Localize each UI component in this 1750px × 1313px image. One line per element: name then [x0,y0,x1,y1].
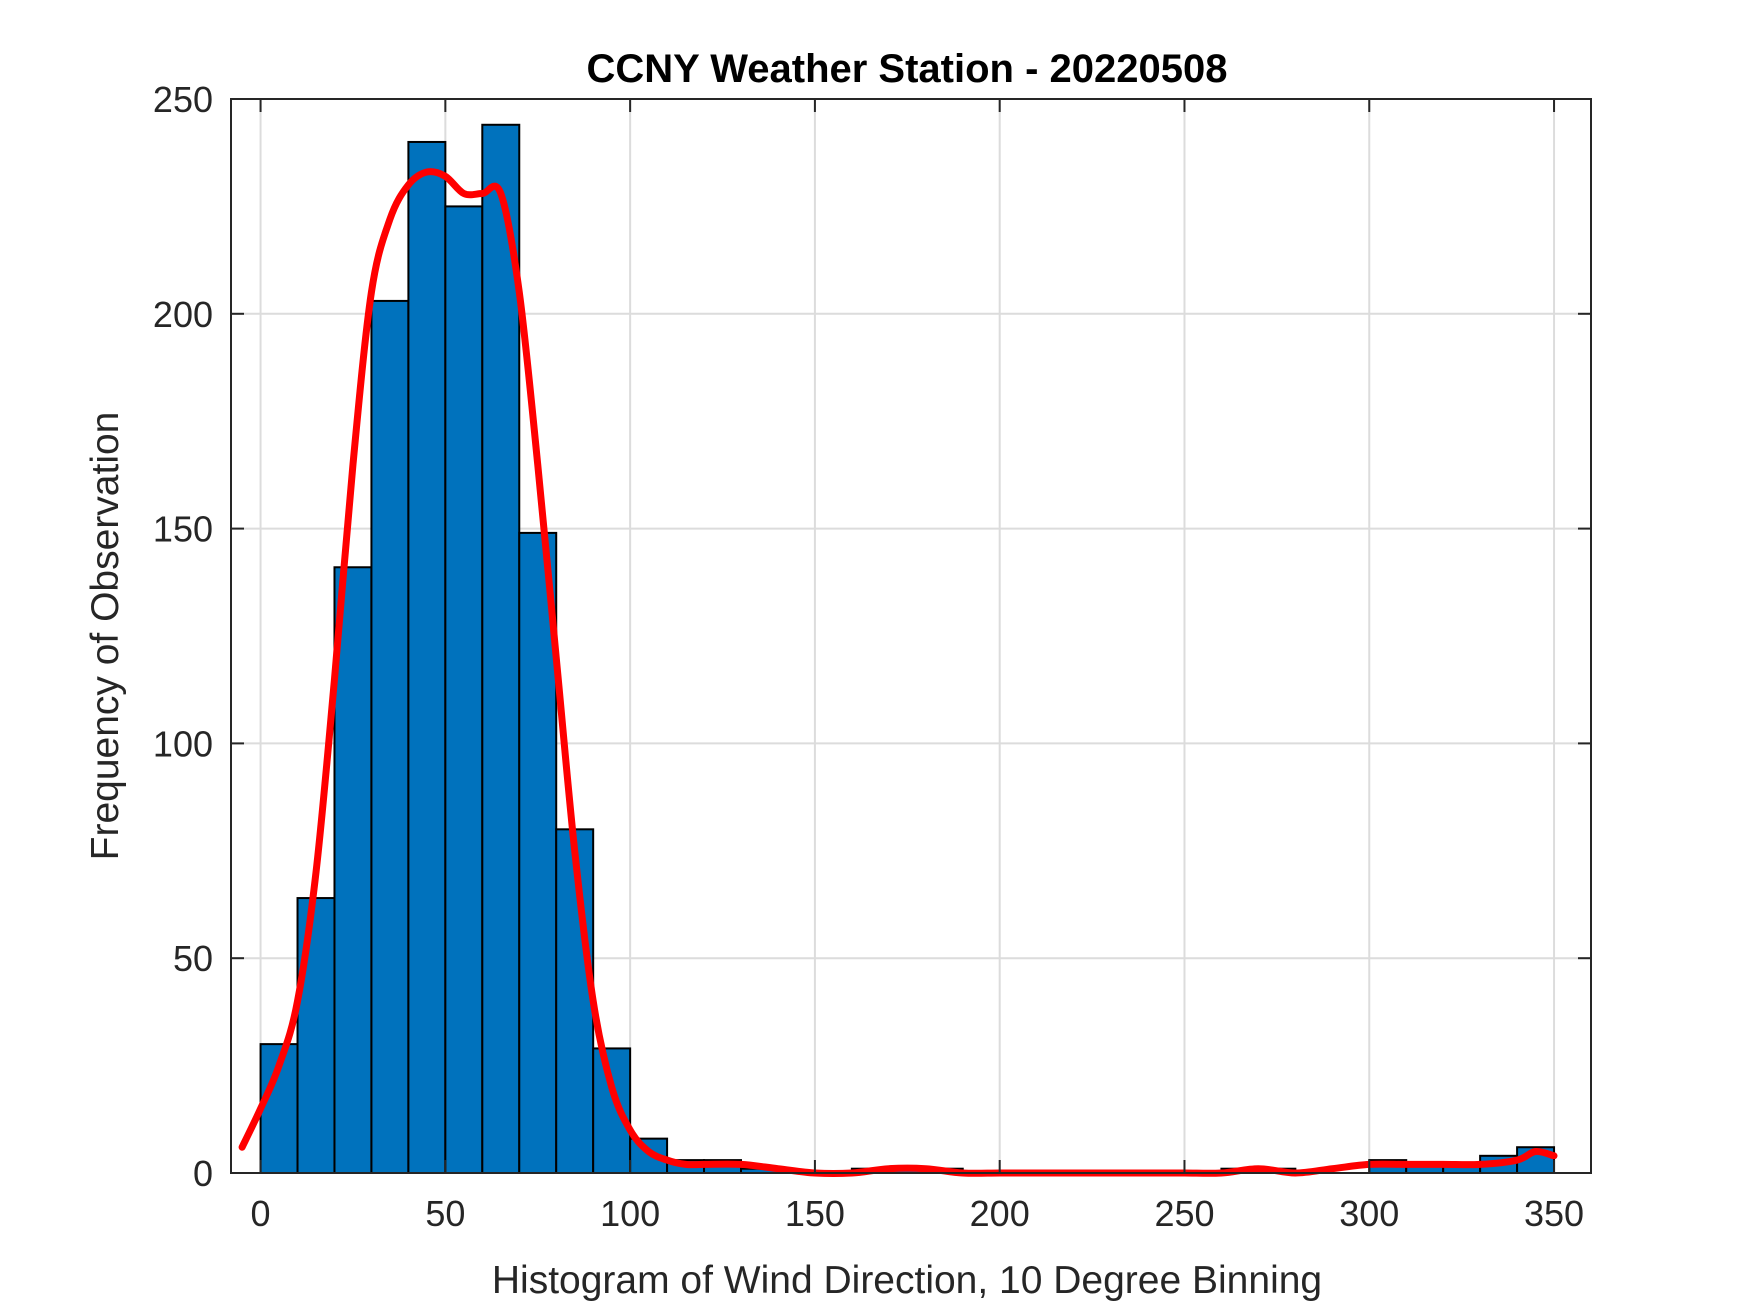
density-curve [238,168,1558,1178]
x-tick-label: 150 [785,1193,845,1234]
y-tick-label: 0 [193,1153,213,1194]
y-tick-label: 50 [173,938,213,979]
histogram-bar [518,531,558,1174]
x-tick-label: 100 [600,1193,660,1234]
y-tick-labels: 0 50 100 150 200 250 [153,79,213,1194]
histogram-bars [259,123,1556,1175]
x-tick-label: 350 [1524,1193,1584,1234]
y-tick-label: 200 [153,294,213,335]
x-tick-label: 0 [251,1193,271,1234]
y-axis-label: Frequency of Observation [84,412,127,861]
plot-frame [230,98,1592,1174]
chart-title: CCNY Weather Station - 20220508 [587,47,1228,91]
axis-ticks [231,98,1591,1174]
y-tick-label: 100 [153,723,213,764]
x-tick-label: 50 [425,1193,465,1234]
histogram-bar [444,205,484,1174]
histogram-bar [555,828,595,1174]
x-axis-label: Histogram of Wind Direction, 10 Degree B… [492,1259,1322,1302]
histogram-bar [296,897,336,1175]
x-tick-label: 200 [970,1193,1030,1234]
histogram-bar [333,566,373,1174]
histogram-bar [481,123,521,1174]
x-tick-labels: 0 50 100 150 200 250 300 350 [251,1193,1585,1234]
histogram-bar [370,299,410,1174]
x-tick-label: 300 [1339,1193,1399,1234]
histogram-bar [592,1047,632,1175]
y-tick-label: 150 [153,509,213,550]
density-curve-layer [238,168,1558,1178]
histogram-bar [407,140,447,1175]
y-tick-label: 250 [153,79,213,120]
x-tick-label: 250 [1154,1193,1214,1234]
